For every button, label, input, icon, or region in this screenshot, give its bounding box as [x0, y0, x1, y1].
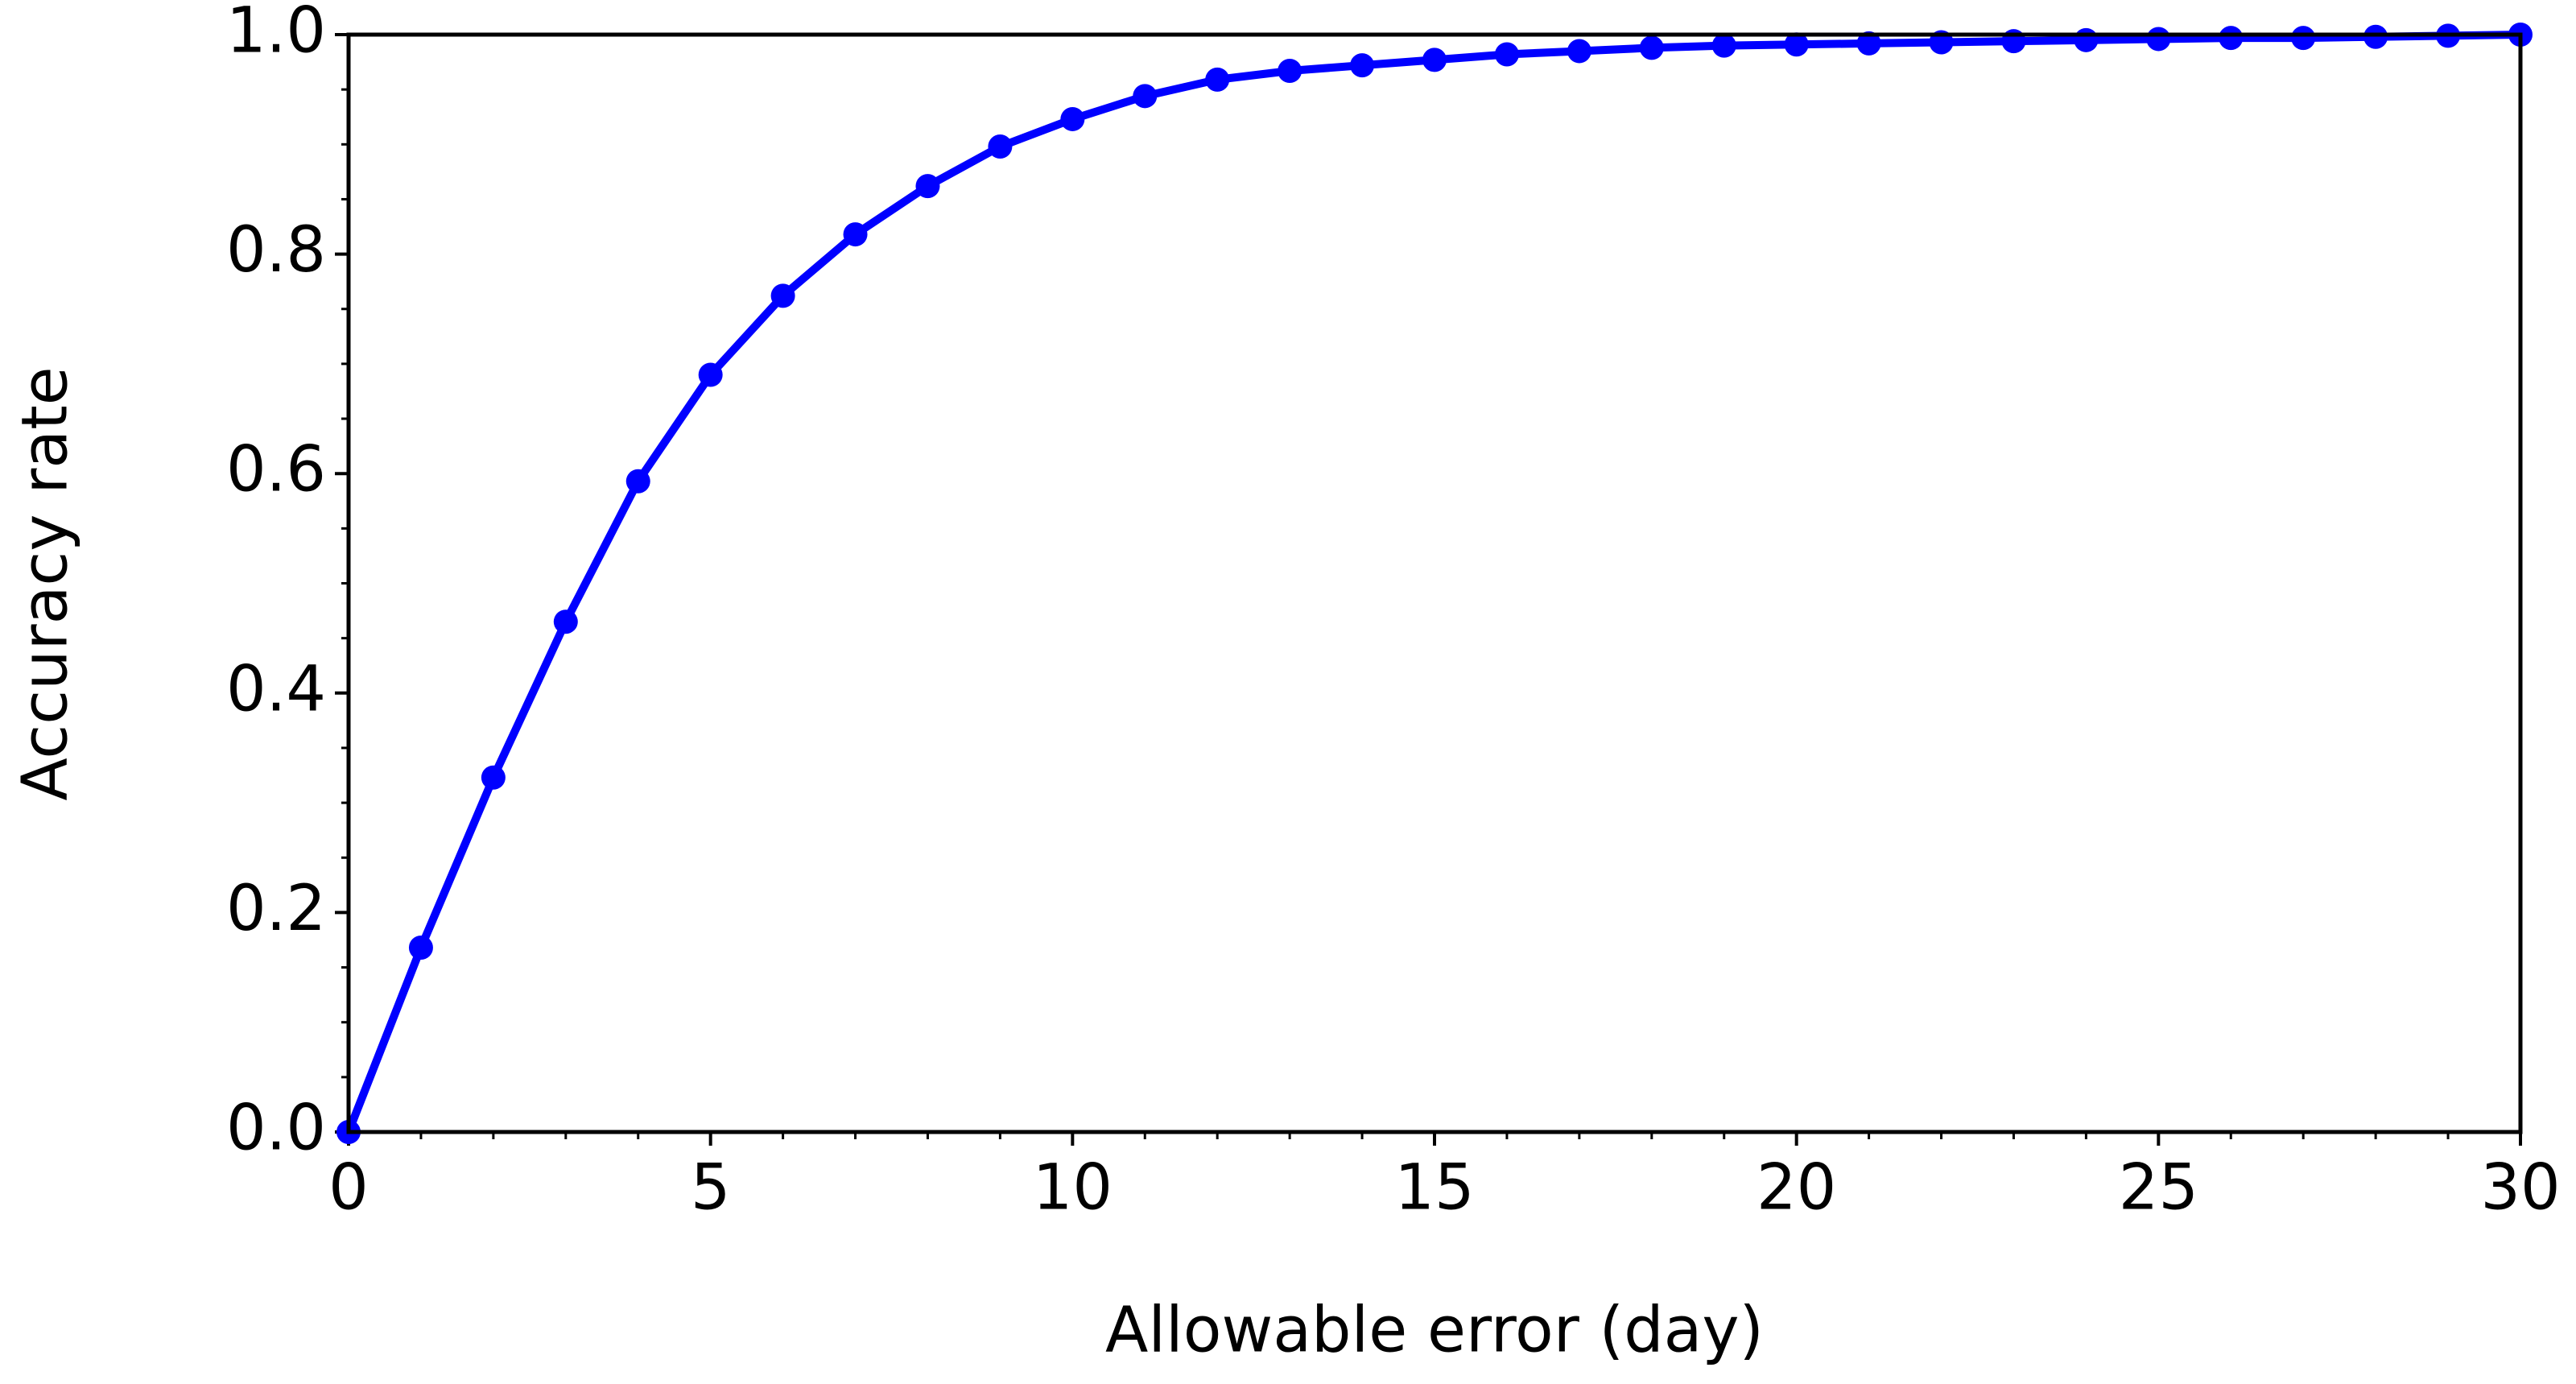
data-point	[2219, 26, 2244, 51]
data-point	[770, 283, 795, 308]
data-point	[2074, 27, 2099, 52]
data-point	[1278, 58, 1302, 83]
data-point	[625, 469, 650, 494]
data-point	[2146, 27, 2171, 52]
data-point	[1133, 84, 1158, 109]
y-tick-label: 0.4	[226, 653, 326, 725]
x-axis-label: Allowable error (day)	[1105, 1294, 1764, 1366]
data-point	[408, 936, 433, 961]
data-point	[1422, 48, 1447, 72]
x-tick-label: 25	[2119, 1151, 2198, 1224]
x-tick-label: 10	[1033, 1151, 1113, 1224]
data-point	[843, 222, 868, 247]
y-tick-label: 0.8	[226, 214, 326, 287]
data-point	[2291, 26, 2316, 51]
y-axis-label: Accuracy rate	[9, 366, 81, 800]
data-point	[1639, 35, 1664, 60]
data-point	[553, 609, 578, 634]
data-point	[698, 362, 723, 387]
data-point	[1205, 67, 1230, 92]
data-point	[1784, 32, 1809, 57]
x-tick-label: 0	[328, 1151, 369, 1224]
data-point	[1350, 53, 1375, 78]
data-point	[1856, 31, 1881, 56]
plot-frame	[346, 32, 2523, 1134]
series-line	[345, 31, 2521, 1134]
y-tick-label: 0.2	[226, 873, 326, 945]
data-point	[1567, 39, 1591, 64]
y-tick-label: 1.0	[226, 0, 326, 67]
data-point	[915, 174, 940, 199]
y-tick-label: 0.6	[226, 434, 326, 506]
data-point	[2363, 24, 2388, 49]
data-point	[1494, 42, 1519, 67]
y-tick-label: 0.0	[226, 1092, 326, 1164]
data-point	[1711, 33, 1736, 58]
x-tick-label: 15	[1394, 1151, 1474, 1224]
data-point	[988, 134, 1013, 159]
x-tick-label: 20	[1757, 1151, 1836, 1224]
x-tick-label: 30	[2480, 1151, 2560, 1224]
data-point	[1060, 106, 1085, 131]
x-tick-label: 5	[691, 1151, 731, 1224]
data-point	[481, 765, 506, 790]
